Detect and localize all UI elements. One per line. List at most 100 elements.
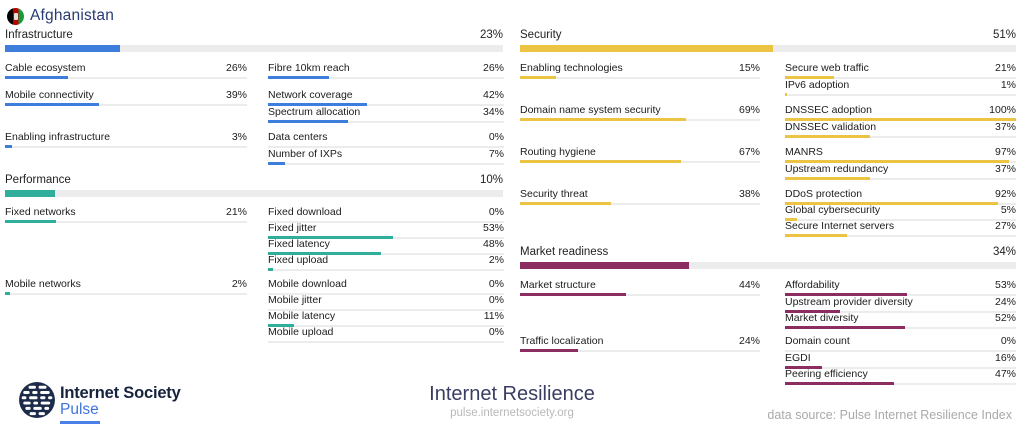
pillar-value: 44% bbox=[738, 279, 760, 291]
metric-row: Secure web traffic 21% bbox=[785, 62, 1016, 79]
metric-value: 0% bbox=[488, 294, 504, 306]
metric-bar-track bbox=[785, 135, 1016, 138]
metric-bar-fill bbox=[785, 382, 894, 385]
pillar-bar-fill bbox=[5, 103, 100, 106]
metric-bar-track bbox=[785, 326, 1016, 329]
metric-value: 0% bbox=[488, 131, 504, 143]
metric-bar-fill bbox=[785, 293, 908, 296]
pillar-bar-track bbox=[5, 292, 247, 295]
metric-label: Data centers bbox=[268, 131, 328, 143]
pillar-row: Routing hygiene 67% bbox=[520, 146, 760, 163]
metric-row: Fixed download 0% bbox=[268, 206, 504, 223]
pillar-bar-fill bbox=[5, 145, 13, 148]
metric-value: 26% bbox=[482, 62, 504, 74]
footer-title: Internet Resilience bbox=[429, 383, 595, 405]
metric-bar-fill bbox=[268, 103, 368, 106]
metric-row: Fixed jitter 53% bbox=[268, 222, 504, 239]
pillar-row: Security threat 38% bbox=[520, 188, 760, 205]
section-label: Infrastructure bbox=[5, 29, 73, 41]
metric-bar-track bbox=[268, 293, 504, 295]
pillar-bar-track bbox=[520, 202, 760, 205]
metric-bar-fill bbox=[268, 76, 330, 79]
metric-label: Global cybersecurity bbox=[785, 204, 881, 216]
metric-bar-track bbox=[785, 93, 1016, 96]
metric-value: 0% bbox=[488, 278, 504, 290]
pillar-value: 67% bbox=[738, 146, 760, 158]
pillar-label: Routing hygiene bbox=[520, 146, 596, 158]
metric-value: 7% bbox=[488, 148, 504, 160]
metric-bar-track bbox=[785, 177, 1016, 180]
metric-bar-fill bbox=[268, 252, 382, 255]
metric-bar-track bbox=[785, 293, 1016, 296]
metric-label: Spectrum allocation bbox=[268, 106, 361, 118]
metric-value: 24% bbox=[994, 296, 1016, 308]
metric-row: Secure Internet servers 27% bbox=[785, 220, 1016, 237]
metric-label: Secure web traffic bbox=[785, 62, 869, 74]
metric-value: 0% bbox=[1000, 335, 1016, 347]
metric-row: Global cybersecurity 5% bbox=[785, 204, 1016, 221]
section-header: Market readiness 34% bbox=[520, 246, 1016, 269]
metric-value: 0% bbox=[488, 206, 504, 218]
metric-bar-track bbox=[785, 366, 1016, 369]
internet-society-logo-text: Internet Society bbox=[60, 384, 181, 402]
metric-row: MANRS 97% bbox=[785, 146, 1016, 163]
metric-label: MANRS bbox=[785, 146, 823, 158]
metric-bar-track bbox=[785, 382, 1016, 385]
metric-bar-fill bbox=[785, 234, 848, 237]
metric-bar-fill bbox=[785, 177, 871, 180]
metric-bar-fill bbox=[785, 326, 906, 329]
metric-bar-fill bbox=[268, 236, 394, 239]
metric-row: Spectrum allocation 34% bbox=[268, 106, 504, 123]
metric-bar-track bbox=[268, 146, 504, 148]
section-security: Security 51% Enabling technologies 15% Do… bbox=[520, 0, 1016, 430]
metric-label: IPv6 adoption bbox=[785, 79, 850, 91]
metric-row: Affordability 53% bbox=[785, 279, 1016, 296]
section-bar-fill bbox=[5, 45, 120, 52]
metric-bar-fill bbox=[268, 324, 294, 327]
metric-row: Upstream redundancy 37% bbox=[785, 163, 1016, 180]
pillar-bar-track bbox=[5, 103, 247, 106]
metric-value: 2% bbox=[488, 254, 504, 266]
pulse-logo-text: Pulse bbox=[60, 401, 99, 418]
section-header: Performance 10% bbox=[5, 174, 503, 197]
metric-label: Mobile download bbox=[268, 278, 347, 290]
metric-label: Secure Internet servers bbox=[785, 220, 895, 232]
pillar-bar-fill bbox=[5, 292, 10, 295]
metric-bar-fill bbox=[268, 120, 349, 123]
metric-value: 100% bbox=[989, 104, 1016, 116]
right-panel: Security 51% Enabling technologies 15% Do… bbox=[520, 0, 1016, 430]
pulse-underline bbox=[60, 421, 100, 424]
metric-label: Fixed jitter bbox=[268, 222, 317, 234]
metric-value: 97% bbox=[994, 146, 1016, 158]
metric-bar-fill bbox=[785, 366, 822, 369]
pillar-label: Mobile connectivity bbox=[5, 89, 94, 101]
metric-value: 48% bbox=[482, 238, 504, 250]
metric-row: DDoS protection 92% bbox=[785, 188, 1016, 205]
pillar-bar-fill bbox=[520, 293, 626, 296]
pillar-label: Fixed networks bbox=[5, 206, 76, 218]
metric-bar-track bbox=[785, 76, 1016, 79]
pillar-value: 24% bbox=[738, 335, 760, 347]
metric-value: 11% bbox=[483, 310, 504, 322]
metric-row: Mobile upload 0% bbox=[268, 326, 504, 343]
metric-value: 5% bbox=[1000, 204, 1016, 216]
section-value: 10% bbox=[479, 174, 503, 186]
metric-bar-fill bbox=[785, 76, 834, 79]
pillar-bar-track bbox=[5, 145, 247, 148]
pillar-label: Enabling infrastructure bbox=[5, 131, 111, 143]
pillar-value: 21% bbox=[225, 206, 247, 218]
metric-label: Upstream provider diversity bbox=[785, 296, 913, 308]
metric-bar-track bbox=[268, 252, 504, 255]
pillar-label: Traffic localization bbox=[520, 335, 604, 347]
pillar-value: 3% bbox=[231, 131, 247, 143]
pillar-label: Market structure bbox=[520, 279, 596, 291]
metric-row: Mobile jitter 0% bbox=[268, 294, 504, 311]
metric-label: Fixed download bbox=[268, 206, 342, 218]
metric-row: IPv6 adoption 1% bbox=[785, 79, 1016, 96]
data-source-note: data source: Pulse Internet Resilience I… bbox=[767, 408, 1012, 422]
metric-value: 42% bbox=[482, 89, 504, 101]
section-value: 23% bbox=[479, 29, 503, 41]
pillar-row: Mobile connectivity 39% bbox=[5, 89, 247, 106]
metric-value: 92% bbox=[994, 188, 1016, 200]
